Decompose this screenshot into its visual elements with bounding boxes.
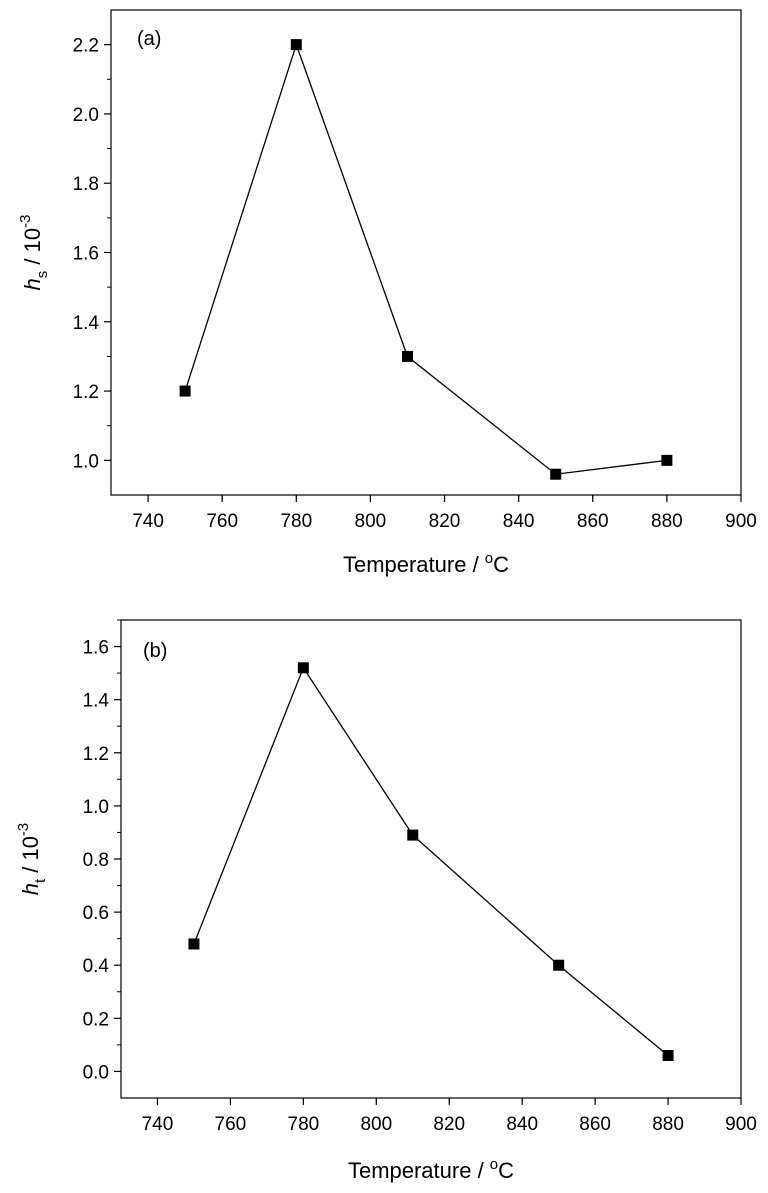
x-axis-label: Temperature / oC [348, 1156, 514, 1183]
x-tick-label: 900 [725, 511, 757, 532]
x-tick-label: 840 [503, 511, 535, 532]
data-point [661, 454, 673, 466]
panel-label: (b) [143, 640, 167, 662]
x-axis-label-unit: C [498, 1158, 514, 1183]
x-tick-label: 840 [506, 1114, 538, 1135]
x-axis-label: Temperature / oC [343, 550, 509, 577]
y-tick-label: 1.4 [83, 691, 110, 712]
plot-frame [120, 619, 742, 1099]
y-tick-label: 1.8 [73, 174, 99, 195]
x-tick-label: 760 [215, 1114, 247, 1135]
panel-label: (a) [137, 28, 161, 50]
x-tick-label: 860 [579, 1114, 611, 1135]
y-axis-label-unit: / 10 [20, 228, 45, 271]
y-axis-label-exponent: -3 [17, 215, 34, 228]
y-tick-label: 2.0 [73, 105, 99, 126]
series-line [193, 666, 669, 1057]
x-tick-label: 740 [132, 511, 164, 532]
x-axis-label-degree: o [490, 1156, 498, 1173]
data-point [662, 1050, 674, 1062]
y-tick-label: 1.6 [73, 244, 99, 265]
data-point [553, 959, 565, 971]
y-tick-label: 0.2 [83, 1009, 109, 1030]
x-tick-label: 880 [651, 511, 683, 532]
y-axis-label-subscript: t [32, 878, 49, 883]
y-tick-label: 1.2 [73, 382, 99, 403]
data-point [407, 829, 419, 841]
x-tick-label: 820 [433, 1114, 465, 1135]
data-point [297, 662, 309, 674]
y-tick-label: 1.0 [83, 797, 109, 818]
x-tick-label: 820 [429, 511, 461, 532]
y-axis-label-unit: / 10 [18, 836, 43, 879]
y-tick-label: 1.6 [83, 638, 109, 659]
data-point [550, 468, 562, 480]
x-tick-label: 740 [142, 1114, 174, 1135]
y-tick-label: 1.2 [83, 744, 109, 765]
x-tick-label: 880 [652, 1114, 684, 1135]
x-axis-label-main: Temperature / [343, 552, 485, 577]
y-tick-label: 1.0 [73, 451, 99, 472]
y-axis-label-subscript: s [34, 271, 51, 279]
x-tick-label: 800 [355, 511, 387, 532]
chart-panel-a: 740 760 780 800 820 840 860 880 900 1.0 1.2 1.4 1.6 1… [17, 9, 757, 577]
data-point [401, 350, 413, 362]
x-tick-label: 780 [288, 1114, 320, 1135]
x-tick-label: 860 [577, 511, 609, 532]
x-tick-label: 900 [725, 1114, 757, 1135]
x-tick-label: 800 [360, 1114, 392, 1135]
series-line [184, 42, 667, 475]
x-tick-label: 780 [280, 511, 312, 532]
y-tick-label: 2.2 [73, 36, 99, 57]
plot-frame [110, 9, 742, 496]
y-tick-label: 0.6 [83, 903, 109, 924]
y-axis-label: hs / 10-3 [17, 215, 51, 291]
y-tick-label: 0.8 [83, 850, 109, 871]
x-tick-label: 760 [206, 511, 238, 532]
y-tick-label: 0.4 [83, 956, 110, 977]
y-axis-label-symbol: h [18, 883, 43, 895]
x-axis-label-unit: C [493, 552, 509, 577]
data-point [290, 39, 302, 51]
y-tick-label: 0.0 [83, 1062, 109, 1083]
y-axis-label: ht / 10-3 [15, 823, 49, 896]
y-tick-label: 1.4 [73, 313, 100, 334]
x-axis-label-main: Temperature / [348, 1158, 490, 1183]
y-axis-label-symbol: h [20, 278, 45, 290]
x-axis-label-degree: o [485, 550, 493, 567]
chart-panel-b: 740 760 780 800 820 840 860 880 900 0.0 0.2 0.4 0.6 0… [15, 619, 757, 1183]
y-axis-label-exponent: -3 [15, 823, 32, 836]
data-point [188, 938, 200, 950]
data-point [179, 385, 191, 397]
